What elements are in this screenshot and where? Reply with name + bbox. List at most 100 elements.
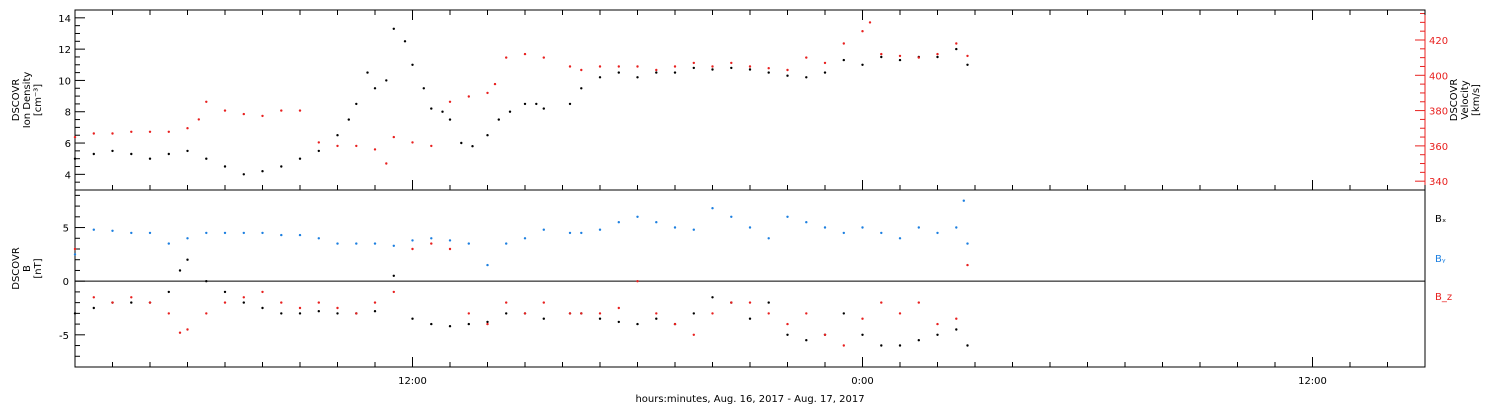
data-point-velocity	[568, 65, 572, 68]
data-point-bx	[486, 320, 489, 324]
data-point-bx	[505, 312, 508, 315]
data-point-density	[317, 149, 320, 153]
data-point-by	[966, 242, 969, 245]
data-point-bx	[955, 328, 958, 331]
data-point-by	[568, 231, 572, 235]
data-point-velocity	[966, 54, 969, 58]
data-point-density	[347, 118, 350, 121]
velocity-tick-label: 400	[1429, 71, 1448, 82]
data-point-bz	[786, 322, 789, 326]
x-tick-label: 0:00	[851, 376, 873, 387]
data-point-bz	[261, 290, 264, 294]
data-point-by	[336, 242, 339, 245]
data-point-velocity	[955, 42, 958, 45]
data-point-by	[955, 226, 958, 229]
data-point-bz	[898, 312, 902, 315]
legend-entry: B_z	[1435, 292, 1452, 303]
density-tick-label: 6	[65, 139, 71, 150]
data-point-by	[467, 242, 470, 245]
data-point-bx	[298, 312, 302, 315]
data-point-velocity	[448, 100, 452, 104]
data-point-bz	[167, 312, 170, 315]
data-point-bz	[842, 344, 845, 347]
data-point-velocity	[842, 42, 845, 45]
data-point-bz	[111, 301, 114, 304]
data-point-velocity	[711, 65, 714, 68]
data-point-velocity	[523, 52, 527, 56]
data-point-by	[486, 263, 489, 267]
data-point-density	[167, 152, 170, 156]
data-point-bx	[598, 317, 602, 320]
data-point-bz	[373, 301, 377, 304]
data-point-density	[568, 102, 572, 106]
data-point-density	[403, 40, 407, 43]
data-point-density	[580, 87, 583, 90]
data-point-velocity	[617, 65, 620, 68]
data-point-density	[955, 47, 958, 51]
data-point-bz	[223, 301, 227, 304]
data-point-velocity	[692, 61, 695, 65]
series-velocity	[73, 21, 969, 165]
magnetic-field-panel: -5 0 5 DSCOVRB[nT] Bₓ Bᵧ B_z	[11, 189, 1452, 368]
data-point-by	[598, 228, 602, 231]
data-point-density	[673, 71, 677, 74]
data-point-velocity	[880, 52, 883, 56]
data-point-bz	[880, 301, 883, 304]
data-point-bz	[542, 301, 545, 304]
data-point-by	[298, 233, 302, 237]
density-axis-label-line: [cm⁻³]	[33, 84, 44, 116]
data-point-bx	[92, 306, 96, 310]
data-point-density	[767, 71, 770, 74]
data-point-by	[861, 226, 864, 229]
data-point-bz	[486, 322, 489, 326]
data-point-bx	[880, 344, 883, 347]
density-panel-frame	[74, 9, 1426, 191]
velocity-tick-label: 420	[1429, 36, 1448, 47]
data-point-bz	[411, 247, 414, 251]
data-point-by	[962, 199, 965, 202]
data-point-bx	[805, 339, 808, 342]
data-point-bx	[186, 258, 189, 261]
velocity-axis-label-line: DSCOVR	[1449, 79, 1460, 122]
velocity-tick-label: 360	[1429, 142, 1448, 153]
density-axis-label-line: Ion Density	[22, 72, 33, 129]
data-point-bz	[823, 333, 827, 336]
data-point-bz	[523, 312, 527, 315]
series-density	[73, 27, 969, 176]
data-point-density	[392, 27, 395, 30]
data-point-velocity	[167, 130, 170, 133]
data-point-by	[448, 239, 452, 242]
data-point-velocity	[786, 68, 789, 72]
data-point-velocity	[868, 21, 872, 24]
data-point-velocity	[205, 100, 208, 104]
data-point-bx	[373, 310, 377, 313]
data-point-density	[422, 87, 425, 90]
data-point-density	[861, 63, 864, 66]
data-point-bz	[748, 301, 752, 304]
data-point-by	[505, 242, 508, 245]
data-point-by	[767, 237, 770, 240]
data-point-bx	[130, 301, 133, 304]
data-point-bx	[242, 301, 245, 304]
data-point-bx	[936, 333, 939, 336]
data-point-velocity	[261, 114, 264, 118]
data-point-velocity	[430, 144, 433, 148]
data-point-bz	[178, 331, 182, 334]
data-point-by	[636, 215, 639, 218]
data-point-bz	[73, 247, 77, 251]
data-point-by	[711, 207, 714, 210]
data-point-velocity	[467, 95, 470, 98]
data-point-bz	[617, 306, 620, 310]
data-point-bx	[861, 333, 864, 336]
data-point-bx	[167, 290, 170, 294]
data-point-bz	[130, 296, 133, 299]
data-point-by	[223, 231, 227, 235]
density-tick-label: 8	[65, 108, 71, 119]
data-point-by	[917, 226, 920, 229]
data-point-density	[523, 102, 527, 106]
data-point-bz	[966, 263, 969, 267]
data-point-velocity	[730, 61, 733, 65]
data-point-velocity	[197, 118, 200, 121]
data-point-by	[842, 231, 845, 235]
data-point-bz	[392, 290, 395, 294]
